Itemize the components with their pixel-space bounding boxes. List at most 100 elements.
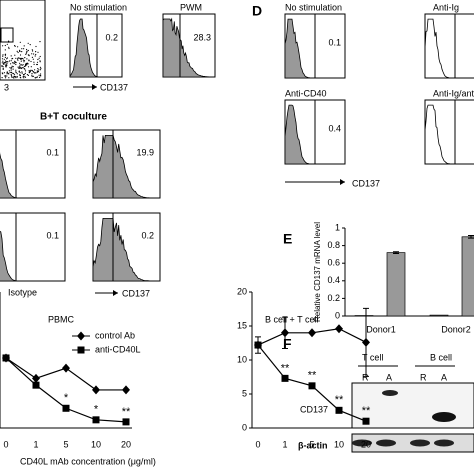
- dot: [22, 74, 25, 76]
- y-tick-label: 0: [335, 310, 340, 320]
- dot: [34, 77, 36, 79]
- gate-value: 0.1: [328, 37, 341, 47]
- dot: [4, 56, 6, 59]
- dot: [21, 72, 23, 74]
- dot: [24, 65, 27, 67]
- dot: [4, 49, 6, 51]
- marker: [362, 417, 370, 425]
- dot: [1, 65, 3, 68]
- dot: [19, 72, 21, 74]
- dot: [4, 60, 7, 62]
- dot: [14, 60, 16, 62]
- x-tick-label: Donor1: [366, 324, 396, 334]
- dot: [22, 76, 24, 78]
- x-tick-label: 0: [3, 439, 8, 449]
- row-label: CD137: [300, 404, 328, 414]
- dot: [36, 61, 39, 63]
- dot-plot: [0, 0, 46, 81]
- marker: [335, 406, 343, 414]
- dot: [36, 76, 39, 78]
- annotation: **: [281, 362, 290, 374]
- dot: [21, 51, 23, 53]
- dot: [6, 75, 8, 77]
- y-tick-label: 15: [237, 320, 247, 330]
- dot: [30, 60, 32, 63]
- dot: [21, 48, 23, 50]
- x-tick-label: 20: [361, 439, 371, 449]
- histogram-title: Anti-CD40: [285, 88, 327, 98]
- histogram-title: PWM: [180, 2, 202, 12]
- dot: [6, 43, 8, 45]
- group-label: B cell: [430, 352, 452, 362]
- dot: [23, 77, 25, 79]
- dot: [27, 49, 29, 52]
- dot: [22, 59, 25, 61]
- x-tick-label: 5: [309, 439, 314, 449]
- dot: [26, 58, 28, 60]
- dot: [37, 58, 39, 61]
- band: [352, 439, 372, 447]
- dot: [1, 77, 3, 79]
- annotation: **: [362, 405, 371, 417]
- x-axis-label: CD40L mAb concentration (μg/ml): [20, 456, 156, 466]
- dot: [5, 66, 7, 68]
- dot: [34, 69, 36, 71]
- marker: [62, 363, 70, 373]
- gate-value: 0.2: [105, 32, 118, 42]
- dot: [1, 64, 3, 67]
- dot: [3, 61, 5, 64]
- dot: [30, 66, 32, 68]
- dot: [27, 66, 30, 68]
- marker: [32, 381, 40, 389]
- x-tick-label: 10: [334, 439, 344, 449]
- lane-label: A: [441, 372, 447, 382]
- dot: [8, 60, 11, 62]
- dot: [24, 68, 26, 70]
- dot: [8, 40, 10, 42]
- dot: [5, 62, 7, 64]
- dot: [24, 57, 26, 59]
- dot: [2, 60, 4, 62]
- dot: [39, 76, 41, 78]
- dot: [39, 41, 41, 43]
- histogram: [424, 104, 474, 165]
- dot: [24, 75, 26, 77]
- dot: [40, 75, 42, 77]
- row-label: β-actin: [298, 440, 328, 450]
- dot: [28, 55, 30, 57]
- dot: [17, 46, 19, 48]
- y-tick-label: 5: [242, 388, 247, 398]
- marker: [281, 328, 289, 338]
- x-tick-label: 0: [255, 439, 260, 449]
- dot: [8, 47, 10, 50]
- dot: [26, 64, 28, 66]
- dot: [26, 74, 28, 76]
- dot: [10, 63, 12, 65]
- dot: [4, 54, 6, 56]
- dot: [19, 41, 21, 43]
- histogram-frame: [424, 99, 474, 165]
- dot: [23, 60, 26, 62]
- arrow-head: [340, 179, 345, 185]
- y-tick-label: 20: [237, 286, 247, 296]
- dot: [11, 58, 13, 60]
- band: [432, 412, 456, 422]
- panel-label: E: [283, 231, 292, 247]
- dot: [13, 63, 15, 65]
- dot: [11, 71, 13, 73]
- x-tick-label: 1: [282, 439, 287, 449]
- dot: [4, 75, 6, 77]
- histogram-title: Anti-Ig/ant: [433, 88, 474, 98]
- dot: [36, 71, 38, 73]
- gate-value: 0.1: [46, 147, 59, 157]
- x-tick-label: 10: [91, 439, 101, 449]
- bar: [461, 236, 474, 317]
- dot: [28, 71, 30, 73]
- axis-label: CD137: [100, 82, 128, 92]
- dot: [1, 58, 4, 60]
- dot: [4, 44, 6, 47]
- dot: [2, 67, 4, 70]
- dot: [10, 74, 12, 76]
- dot: [27, 42, 29, 44]
- y-tick-label: 10: [237, 354, 247, 364]
